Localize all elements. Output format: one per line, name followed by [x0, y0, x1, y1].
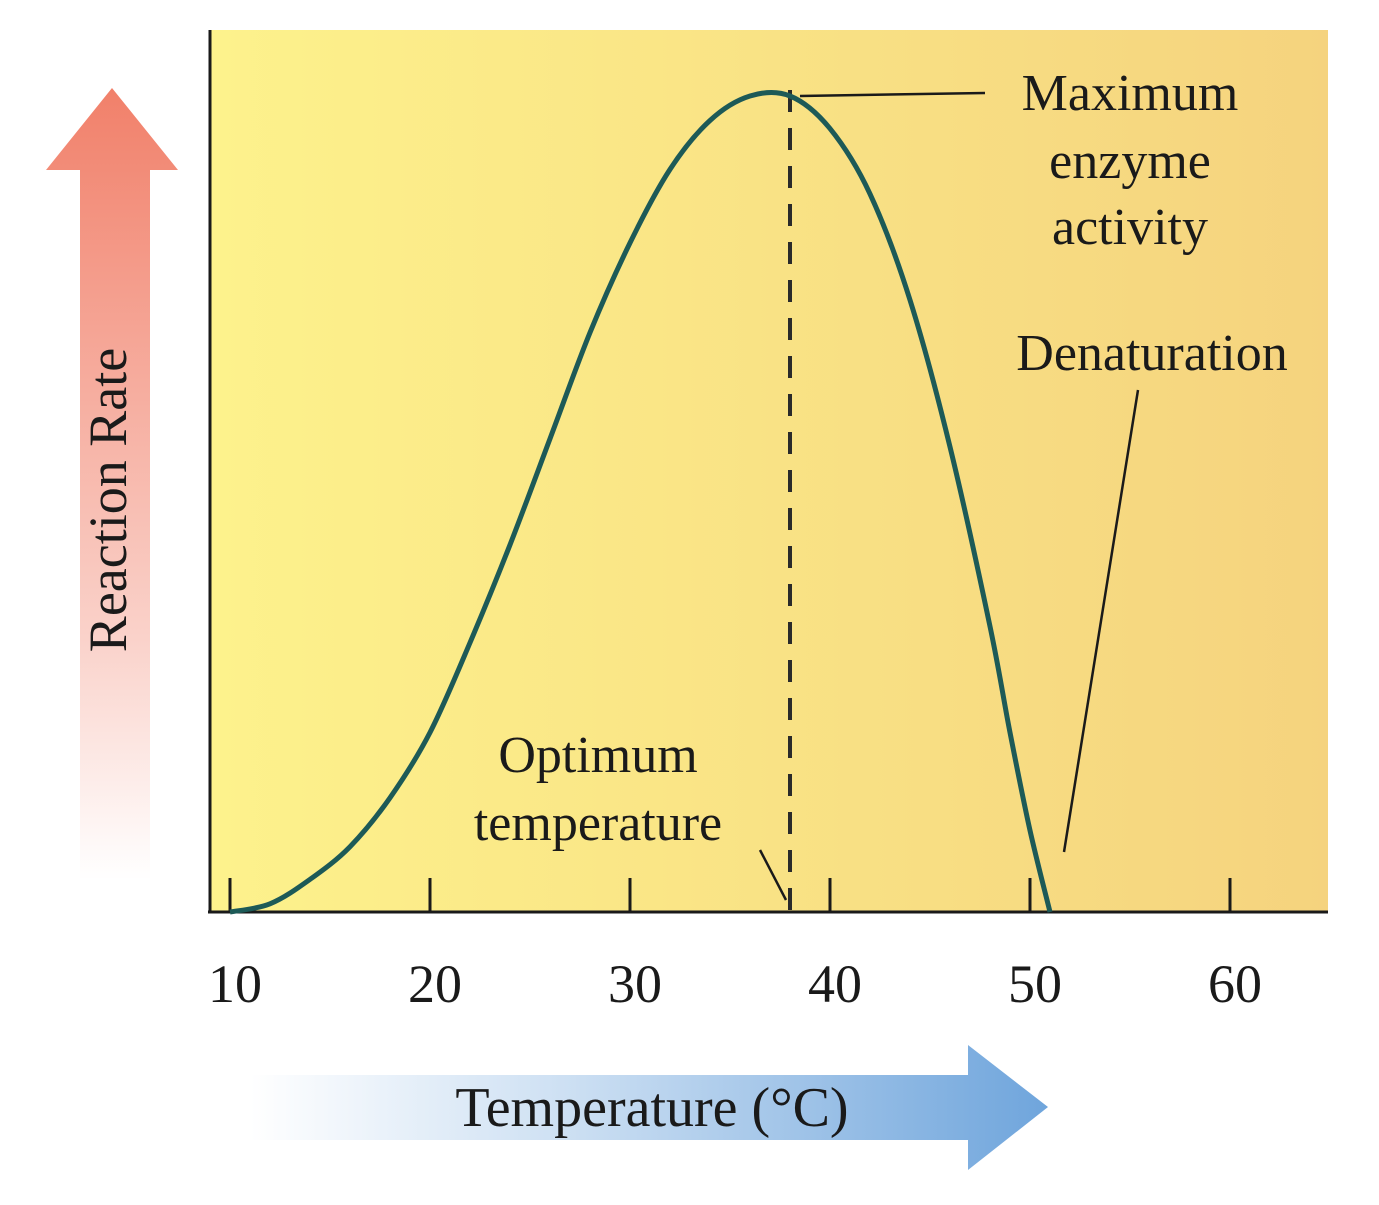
x-axis-label: Temperature (°C) [455, 1077, 848, 1139]
y-axis-arrow-icon [46, 88, 178, 880]
denaturation-leader-line [1062, 389, 1140, 853]
maximum-label-line3: activity [1052, 199, 1208, 256]
enzyme-activity-curve [229, 89, 1053, 915]
x-tick-label: 20 [408, 954, 462, 1014]
x-tick-label: 10 [208, 954, 262, 1014]
denaturation-label: Denaturation [1016, 325, 1287, 382]
y-axis-label: Reaction Rate [78, 348, 138, 652]
plot-panel [210, 30, 1328, 912]
x-tick-label: 40 [808, 954, 862, 1014]
maximum-label-line2: enzyme [1049, 133, 1211, 190]
maximum-label-line1: Maximum [1022, 65, 1239, 122]
optimum-leader-line [758, 849, 788, 901]
x-tick-label: 50 [1008, 954, 1062, 1014]
x-axis-arrow-icon [250, 1045, 1048, 1170]
optimum-label-line2: temperature [474, 795, 722, 852]
x-tick-label: 30 [608, 954, 662, 1014]
x-tick-label: 60 [1208, 954, 1262, 1014]
optimum-label-line1: Optimum [498, 727, 697, 784]
maximum-leader-line [799, 91, 986, 98]
